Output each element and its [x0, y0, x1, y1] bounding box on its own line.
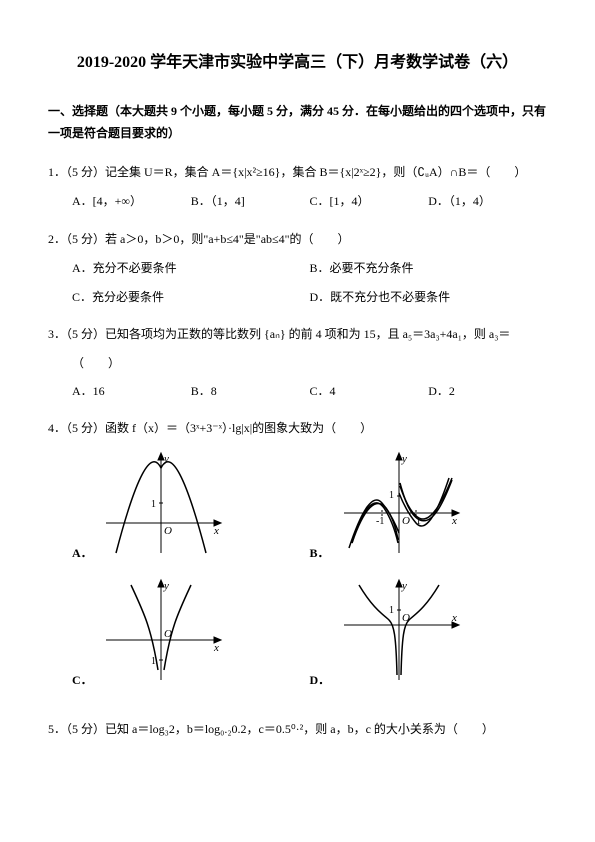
- q3-opt-b: B．8: [191, 382, 310, 401]
- q4-label-d: D．: [310, 671, 330, 690]
- question-1: 1．（5 分）记全集 U＝R，集合 A＝{x|x²≥16}，集合 B＝{x|2ˣ…: [48, 163, 547, 211]
- q2-options: A．充分不必要条件 B．必要不充分条件 C．充分必要条件 D．既不充分也不必要条…: [48, 259, 547, 307]
- q4-graph-c: C． y x O 1: [72, 575, 310, 690]
- graph-a-svg: y x O 1: [96, 448, 226, 563]
- q3-opt-c: C．4: [310, 382, 429, 401]
- q1-options: A．[4，+∞） B．（1，4] C．[1，4） D．（1，4）: [48, 192, 547, 211]
- q4-graph-b: B．: [310, 448, 548, 563]
- axis-y-label-c: y: [163, 580, 169, 592]
- graph-d-svg: y x O 1: [334, 575, 464, 690]
- origin-label-b: O: [402, 515, 410, 527]
- page-title: 2019-2020 学年天津市实验中学高三（下）月考数学试卷（六）: [48, 50, 547, 76]
- q4-label-b: B．: [310, 544, 330, 563]
- q2-opt-a: A．充分不必要条件: [72, 259, 310, 278]
- one-label-d: 1: [389, 605, 394, 616]
- axis-y-label-d: y: [401, 580, 407, 592]
- q4-graph-a: A． y x O 1: [72, 448, 310, 563]
- origin-label-c: O: [164, 628, 172, 640]
- graph-c-svg: y x O 1: [96, 575, 226, 690]
- question-5: 5．（5 分）已知 a＝log₃2，b＝log₀.₂0.2，c＝0.5⁰·²，则…: [48, 720, 547, 739]
- q1-opt-a: A．[4，+∞）: [72, 192, 191, 211]
- one-x-label-b: 1: [416, 516, 421, 527]
- q3-cont: （ ）: [48, 354, 547, 373]
- q4-label-a: A．: [72, 544, 92, 563]
- question-4: 4．（5 分）函数 f（x）＝（3ˣ+3⁻ˣ）·lg|x|的图象大致为（ ） A…: [48, 419, 547, 702]
- neg1-label-b: -1: [376, 516, 384, 527]
- axis-x-label-c: x: [213, 642, 219, 654]
- q2-opt-d: D．既不充分也不必要条件: [310, 288, 548, 307]
- question-2: 2．（5 分）若 a＞0，b＞0，则"a+b≤4"是"ab≤4"的（ ） A．充…: [48, 230, 547, 308]
- origin-label-d: O: [402, 612, 410, 624]
- one-label-c: 1: [151, 656, 156, 667]
- q1-opt-b: B．（1，4]: [191, 192, 310, 211]
- q1-opt-c: C．[1，4）: [310, 192, 429, 211]
- q1-text: 1．（5 分）记全集 U＝R，集合 A＝{x|x²≥16}，集合 B＝{x|2ˣ…: [48, 163, 547, 182]
- axis-x-label-d: x: [451, 612, 457, 624]
- q3-opt-d: D．2: [428, 382, 547, 401]
- q4-label-c: C．: [72, 671, 92, 690]
- q2-text: 2．（5 分）若 a＞0，b＞0，则"a+b≤4"是"ab≤4"的（ ）: [48, 230, 547, 249]
- q4-text: 4．（5 分）函数 f（x）＝（3ˣ+3⁻ˣ）·lg|x|的图象大致为（ ）: [48, 419, 547, 438]
- one-label: 1: [151, 499, 156, 510]
- origin-label: O: [164, 525, 172, 537]
- q1-opt-d: D．（1，4）: [428, 192, 547, 211]
- q4-graphs: A． y x O 1 B．: [48, 448, 547, 702]
- graph-b-svg: y x O 1 -1 1: [334, 448, 464, 563]
- one-label-b: 1: [389, 490, 394, 501]
- q3-options: A．16 B．8 C．4 D．2: [48, 382, 547, 401]
- q5-text: 5．（5 分）已知 a＝log₃2，b＝log₀.₂0.2，c＝0.5⁰·²，则…: [48, 720, 547, 739]
- axis-x-label-b: x: [451, 515, 457, 527]
- q2-opt-c: C．充分必要条件: [72, 288, 310, 307]
- axis-y-label: y: [163, 453, 169, 465]
- q3-opt-a: A．16: [72, 382, 191, 401]
- axis-y-label-b: y: [401, 453, 407, 465]
- q3-text: 3．（5 分）已知各项均为正数的等比数列 {aₙ} 的前 4 项和为 15，且 …: [48, 325, 547, 344]
- q2-opt-b: B．必要不充分条件: [310, 259, 548, 278]
- question-3: 3．（5 分）已知各项均为正数的等比数列 {aₙ} 的前 4 项和为 15，且 …: [48, 325, 547, 401]
- q4-graph-d: D． y x O 1: [310, 575, 548, 690]
- section-header: 一、选择题（本大题共 9 个小题，每小题 5 分，满分 45 分．在每小题给出的…: [48, 100, 547, 146]
- axis-x-label: x: [213, 525, 219, 537]
